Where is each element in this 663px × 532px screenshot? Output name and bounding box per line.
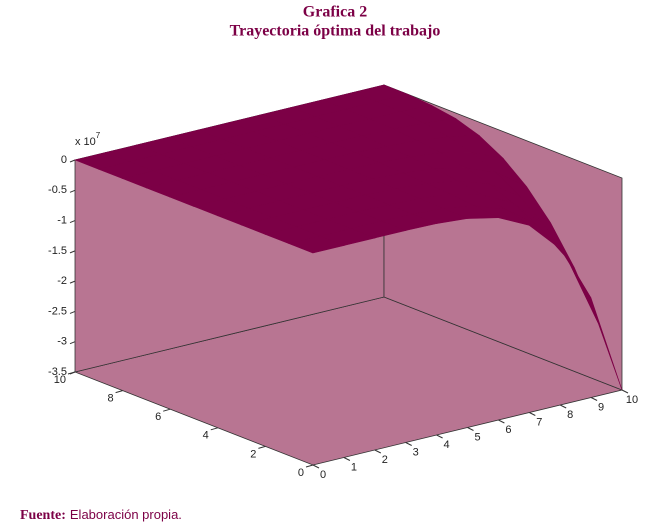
x-tick: [559, 404, 567, 409]
z-tick: [69, 220, 76, 224]
x-tick-label: 7: [536, 416, 542, 428]
x-tick: [312, 464, 320, 469]
z-tick: [69, 341, 76, 345]
x-tick: [467, 427, 474, 431]
x-tick: [498, 419, 505, 424]
y-tick-label: 2: [250, 448, 256, 460]
x-tick: [343, 457, 351, 461]
multiplier-base: x 10: [75, 136, 96, 148]
x-tick-label: 5: [474, 431, 480, 443]
z-tick: [69, 159, 76, 163]
z-tick: [69, 310, 76, 314]
x-tick-label: 2: [382, 454, 388, 466]
z-tick-label: -0.5: [48, 184, 67, 196]
x-tick-label: 3: [413, 446, 419, 458]
y-tick-label: 4: [203, 430, 209, 442]
z-tick-label: -1.5: [48, 245, 67, 257]
y-tick-label: 10: [54, 374, 66, 386]
x-tick-label: 4: [444, 439, 450, 451]
y-tick: [258, 445, 266, 449]
x-tick-label: 0: [320, 469, 326, 481]
x-tick: [621, 389, 629, 394]
z-tick-label: -2.5: [48, 305, 67, 317]
x-tick-label: 8: [567, 409, 573, 421]
y-tick-label: 8: [107, 393, 113, 405]
z-tick-label: -3.5: [48, 366, 67, 378]
y-tick: [67, 371, 76, 375]
source-note: Fuente: Elaboración propia.: [20, 507, 182, 523]
x-tick-label: 1: [351, 461, 357, 473]
z-tick-label: -3: [57, 336, 67, 348]
z-tick: [69, 280, 76, 284]
z-tick-label: -1: [57, 214, 67, 226]
plot: 0 -0.5 -1 -1.5 -2 -2.5 -3 -3.5 0 1 2 3 4 5 6 7 8 9 10 0 2 4 6 8…: [48, 84, 638, 481]
y-tick: [305, 464, 314, 468]
y-tick: [210, 427, 218, 431]
z-tick-label: 0: [61, 154, 67, 166]
surface-patch: [288, 235, 345, 254]
x-tick: [374, 449, 382, 454]
x-tick: [529, 412, 536, 416]
z-tick: [69, 189, 76, 193]
source-text: Elaboración propia.: [70, 507, 182, 522]
y-tick: [115, 390, 123, 394]
z-tick-label: -2: [57, 275, 67, 287]
x-tick-label: 9: [598, 401, 604, 413]
chart-title: Grafica 2: [303, 4, 367, 21]
x-tick: [590, 397, 598, 401]
y-tick-label: 0: [298, 467, 304, 479]
multiplier-exponent: 7: [96, 131, 101, 140]
x-tick: [405, 442, 412, 446]
y-tick: [163, 408, 171, 412]
y-tick-label: 6: [155, 411, 161, 423]
x-tick: [436, 434, 443, 439]
source-label: Fuente:: [20, 508, 66, 523]
x-tick-label: 6: [505, 424, 511, 436]
z-tick: [69, 250, 76, 254]
chart-subtitle: Trayectoria óptima del trabajo: [230, 23, 441, 40]
x-tick-label: 10: [626, 394, 638, 406]
z-multiplier: x 107: [75, 131, 101, 148]
